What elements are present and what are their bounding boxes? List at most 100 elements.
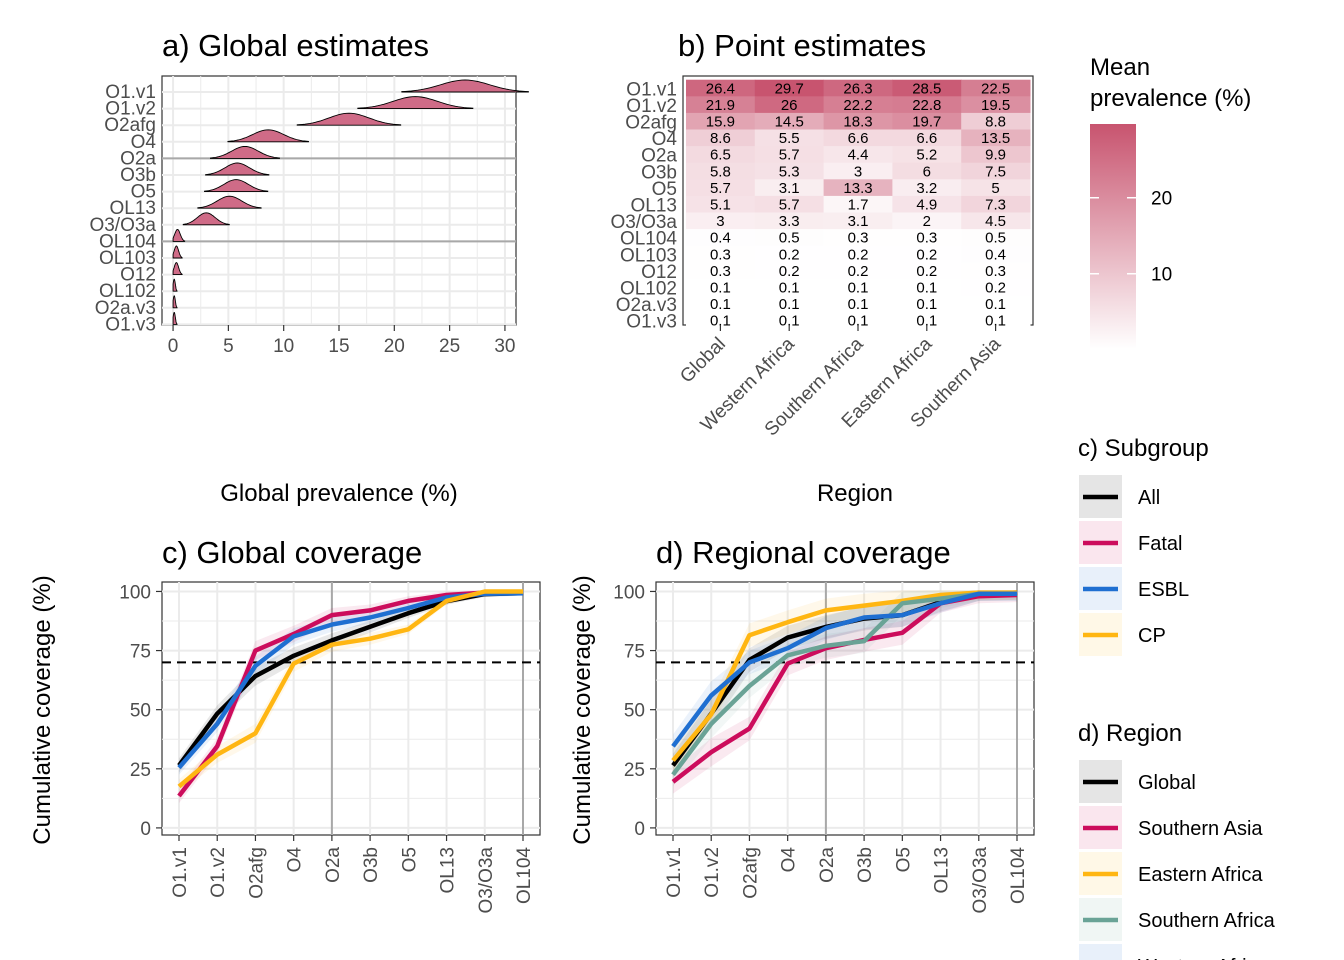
heat-cell-o2a-eastern-africa <box>892 146 962 164</box>
panel-d-x-tick-label: OL104 <box>1008 847 1029 904</box>
heat-cell-label: 0.1 <box>710 280 731 297</box>
heat-cell-o4-western-africa <box>754 129 825 147</box>
heat-cell-ol102-western-africa <box>754 278 825 296</box>
panel-c-line-chart: 0 25 50 75 100 O1.v1 O1.v2 O2afg O4 O2a O3b O5 OL13 O… <box>119 581 541 914</box>
heat-cell-o1-v1-southern-africa <box>823 79 893 97</box>
heat-cell-label: 9.9 <box>985 147 1006 164</box>
heat-cell-o2afg-global <box>686 112 756 130</box>
heat-cell-o1-v1-western-africa <box>754 79 825 97</box>
legend-label-all: All <box>1138 487 1160 509</box>
heat-cell-label: 19.7 <box>912 114 941 131</box>
panel-d-title: d) Regional coverage <box>656 535 951 570</box>
panel-c-y-tick-label: 75 <box>130 642 151 663</box>
heat-cell-label: 3.1 <box>779 180 800 197</box>
panel-d-x-tick-label: O5 <box>893 847 914 872</box>
heat-cell-label: 5.7 <box>779 147 800 164</box>
panel-a-title: a) Global estimates <box>162 28 429 63</box>
heat-cell-o1-v3-global <box>686 312 756 330</box>
heat-cell-label: 0.1 <box>848 313 869 330</box>
heat-legend: 10 20 <box>1090 124 1172 349</box>
panel-a-x-tick-label: 15 <box>328 336 349 357</box>
panel-c-y-tick-label: 25 <box>130 760 151 781</box>
heat-cell-label: 5.2 <box>916 147 937 164</box>
heat-cell-ol13-western-africa <box>754 195 825 213</box>
heat-cell-o4-global <box>686 129 756 147</box>
panel-d-x-tick-label: O1.v1 <box>664 847 685 898</box>
heat-cell-label: 5.3 <box>779 163 800 180</box>
panel-c-x-tick-label: O1.v1 <box>170 847 191 898</box>
heat-cell-o2a-v3-southern-asia <box>961 295 1031 313</box>
panel-a-x-tick-label: 5 <box>223 336 234 357</box>
subgroup-legend-title: c) Subgroup <box>1078 435 1209 462</box>
panel-a-category-label: O1.v3 <box>105 314 156 335</box>
heat-cell-label: 0.2 <box>848 246 869 263</box>
panel-a-category-label: O2a <box>120 148 156 169</box>
legend-label-southern-asia: Southern Asia <box>1138 818 1263 840</box>
panel-a-category-label: OL13 <box>110 198 156 219</box>
panel-d-x-tick-label: O3b <box>855 847 876 883</box>
panel-c-x-tick-label: O4 <box>285 847 306 873</box>
heat-cell-o4-southern-asia <box>961 129 1031 147</box>
heat-cell-label: 0.5 <box>985 230 1006 247</box>
ridge-ol102 <box>172 278 178 292</box>
heat-cell-o1-v3-southern-africa <box>823 312 893 330</box>
panel-d-y-tick-label: 75 <box>624 642 645 663</box>
heat-cell-o3-o3a-southern-asia <box>961 212 1031 230</box>
ridge-ol104 <box>172 228 186 242</box>
panel-a-category-label: O3b <box>120 165 156 186</box>
panel-a-x-tick-label: 30 <box>494 336 515 357</box>
heat-cell-label: 8.6 <box>710 130 731 147</box>
panel-c-x-tick-label: O5 <box>399 847 420 872</box>
legend-key-bg-western-africa <box>1079 944 1122 960</box>
heat-cell-o2afg-eastern-africa <box>892 112 962 130</box>
panel-b-row-label: O3b <box>641 162 677 183</box>
heat-cell-label: 0.1 <box>779 280 800 297</box>
heat-cell-label: 0.2 <box>916 246 937 263</box>
heat-cell-label: 22.2 <box>843 97 872 114</box>
panel-d-x-tick-label: O1.v2 <box>702 847 723 898</box>
heat-cell-ol13-southern-africa <box>823 195 893 213</box>
heat-cell-label: 3.2 <box>916 180 937 197</box>
panel-b-row-label: O5 <box>652 179 677 200</box>
heat-cell-label: 13.5 <box>981 130 1010 147</box>
heat-cell-o3b-western-africa <box>754 162 825 180</box>
panel-a-category-label: O4 <box>131 132 157 153</box>
heat-cell-label: 29.7 <box>775 80 804 97</box>
panel-a-category-label: OL104 <box>99 231 156 252</box>
heat-cell-label: 26.4 <box>706 80 735 97</box>
heat-cell-o2a-global <box>686 146 756 164</box>
heat-cell-label: 0.3 <box>710 263 731 280</box>
panel-b-row-label: O2a.v3 <box>616 295 677 316</box>
panel-a-x-tick-label: 25 <box>439 336 460 357</box>
heat-cell-o12-southern-africa <box>823 262 893 280</box>
heat-cell-label: 1.7 <box>848 197 869 214</box>
heat-legend-tick-label: 10 <box>1151 265 1172 286</box>
heat-cell-label: 0.3 <box>710 246 731 263</box>
heat-cell-label: 0.3 <box>916 230 937 247</box>
ridge-o3-o3a <box>182 212 230 226</box>
panel-d-line-eastern-africa <box>671 590 1017 762</box>
heat-cell-label: 5.8 <box>710 163 731 180</box>
heat-cell-label: 0.2 <box>779 246 800 263</box>
heat-cell-o2afg-southern-asia <box>961 112 1031 130</box>
heat-cell-o2a-southern-africa <box>823 146 893 164</box>
panel-c-x-tick-label: OL13 <box>438 847 459 893</box>
heat-cell-o1-v3-western-africa <box>754 312 825 330</box>
heat-cell-label: 22.8 <box>912 97 941 114</box>
heat-cell-label: 0.1 <box>710 313 731 330</box>
heat-cell-o3b-southern-africa <box>823 162 893 180</box>
legend-label-southern-africa: Southern Africa <box>1138 910 1276 932</box>
heat-cell-ol102-eastern-africa <box>892 278 962 296</box>
heat-cell-o1-v3-southern-asia <box>961 312 1031 330</box>
heat-cell-o12-global <box>686 262 756 280</box>
heat-cell-label: 4.5 <box>985 213 1006 230</box>
heat-cell-label: 7.3 <box>985 197 1006 214</box>
heat-cell-o12-southern-asia <box>961 262 1031 280</box>
panel-d-y-tick-label: 0 <box>634 819 645 840</box>
panel-b-row-label: O3/O3a <box>610 212 677 233</box>
ridge-o4 <box>227 129 309 143</box>
heat-cell-label: 15.9 <box>706 114 735 131</box>
heat-cell-label: 0.2 <box>985 280 1006 297</box>
panel-d-band-eastern-africa <box>673 590 1017 773</box>
